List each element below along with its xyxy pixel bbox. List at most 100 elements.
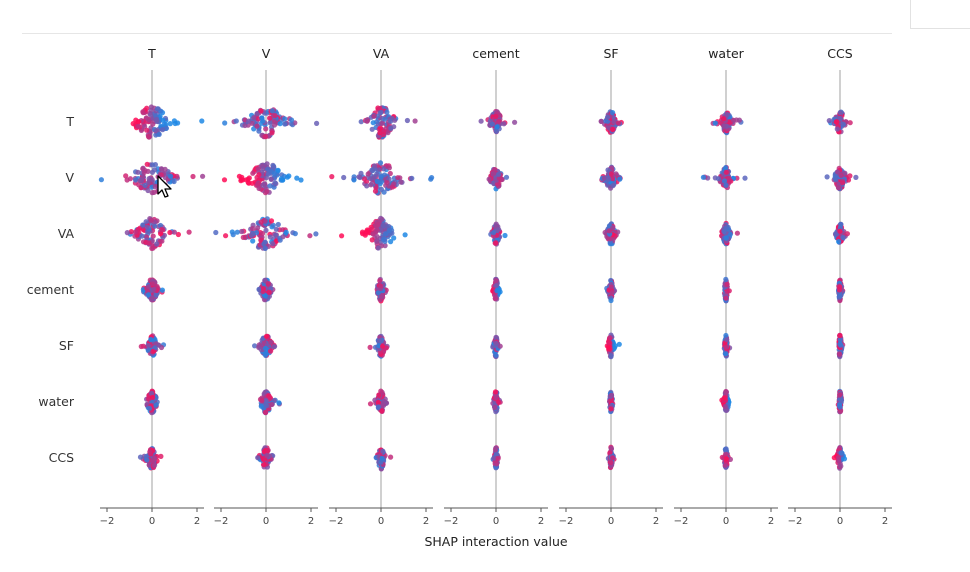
point	[395, 175, 401, 181]
swarm-CCS-V	[255, 445, 276, 470]
x-tick-label: 0	[837, 516, 843, 527]
point	[611, 119, 617, 125]
point	[157, 222, 164, 229]
point	[837, 109, 843, 116]
point	[492, 404, 498, 410]
point	[375, 404, 381, 410]
point	[168, 173, 174, 179]
point	[154, 106, 161, 112]
point	[230, 232, 236, 238]
swarm-V-V	[221, 161, 304, 196]
point	[140, 343, 146, 349]
point	[598, 118, 604, 124]
point	[144, 127, 150, 133]
point	[377, 278, 383, 284]
point	[159, 226, 165, 232]
point	[152, 167, 158, 173]
point	[847, 173, 853, 179]
point	[250, 170, 256, 176]
point	[153, 292, 159, 298]
row-label-T: T	[65, 114, 74, 129]
point	[497, 343, 503, 349]
point	[606, 228, 612, 234]
point	[128, 229, 134, 235]
point	[493, 113, 499, 120]
point	[369, 181, 375, 187]
point	[608, 297, 614, 304]
row-label-cement: cement	[27, 282, 74, 297]
x-tick-label: 0	[608, 516, 614, 527]
point	[367, 401, 374, 407]
point	[364, 118, 370, 124]
point	[148, 104, 154, 110]
point	[132, 229, 138, 235]
point	[380, 131, 387, 138]
point	[150, 121, 156, 127]
point	[233, 118, 239, 124]
point	[493, 128, 499, 134]
point	[835, 185, 842, 191]
row-label-SF: SF	[59, 338, 74, 353]
point	[273, 226, 279, 232]
row-label-VA: VA	[58, 226, 75, 241]
point	[374, 178, 380, 184]
point	[256, 286, 262, 292]
point	[159, 287, 165, 293]
point	[190, 173, 196, 180]
point	[371, 175, 377, 181]
swarm-VA-T	[124, 216, 192, 251]
swarm-cement-CCS	[836, 277, 846, 304]
point	[124, 230, 130, 236]
point	[153, 402, 159, 408]
point	[148, 217, 154, 223]
swarm-water-SF	[607, 389, 616, 415]
swarm-water-V	[257, 389, 282, 416]
point	[133, 177, 139, 183]
swarm-T-V	[222, 107, 320, 140]
point	[249, 180, 255, 186]
point	[369, 126, 375, 132]
point	[606, 340, 613, 346]
point	[145, 133, 152, 140]
point	[380, 236, 387, 243]
x-tick-label: 0	[493, 516, 499, 527]
point	[263, 227, 269, 233]
point	[832, 175, 838, 182]
point	[723, 389, 729, 395]
point	[263, 403, 269, 409]
point	[398, 179, 404, 185]
point	[270, 222, 276, 228]
point	[608, 459, 614, 466]
point	[263, 126, 269, 132]
swarm-water-water	[719, 388, 732, 413]
point	[267, 115, 273, 121]
point	[723, 295, 729, 301]
point	[610, 455, 616, 461]
swarm-T-VA	[358, 105, 418, 140]
point	[838, 450, 844, 456]
point	[374, 234, 380, 240]
point	[373, 185, 379, 191]
point	[251, 115, 257, 121]
point	[601, 175, 607, 181]
point	[259, 230, 266, 237]
point	[723, 276, 729, 282]
point	[272, 170, 278, 177]
point	[263, 398, 269, 404]
point	[486, 176, 492, 182]
x-tick-label: 2	[423, 516, 429, 527]
point	[495, 456, 501, 462]
point	[722, 403, 728, 410]
column-title-T: T	[147, 46, 156, 61]
point	[608, 406, 614, 412]
point	[496, 171, 502, 177]
point	[261, 462, 267, 468]
point	[262, 239, 268, 245]
point	[489, 121, 495, 127]
swarm-VA-water	[719, 220, 741, 247]
point	[144, 457, 150, 463]
point	[234, 229, 240, 235]
point	[351, 177, 357, 183]
point	[150, 281, 156, 287]
point	[152, 336, 158, 343]
